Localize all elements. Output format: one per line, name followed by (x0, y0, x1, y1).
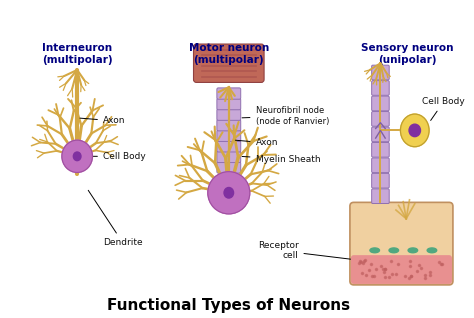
FancyBboxPatch shape (217, 151, 241, 162)
Text: Receptor
cell: Receptor cell (258, 241, 370, 261)
FancyBboxPatch shape (372, 81, 389, 95)
FancyBboxPatch shape (217, 109, 241, 120)
Ellipse shape (224, 188, 234, 198)
Text: Axon: Axon (236, 138, 278, 147)
Text: Axon: Axon (80, 116, 126, 125)
Text: Cell Body: Cell Body (91, 152, 146, 161)
FancyBboxPatch shape (217, 88, 241, 99)
Text: Interneuron
(multipolar): Interneuron (multipolar) (42, 43, 112, 65)
Ellipse shape (389, 248, 399, 253)
FancyBboxPatch shape (372, 158, 389, 173)
Text: Sensory neuron
(unipolar): Sensory neuron (unipolar) (361, 43, 454, 65)
FancyBboxPatch shape (217, 141, 241, 152)
Ellipse shape (409, 124, 420, 137)
FancyBboxPatch shape (372, 127, 389, 142)
Text: Neurofibril node
(node of Ranvier): Neurofibril node (node of Ranvier) (242, 106, 329, 126)
FancyBboxPatch shape (372, 142, 389, 157)
FancyBboxPatch shape (217, 120, 241, 131)
FancyBboxPatch shape (217, 130, 241, 142)
Ellipse shape (401, 114, 429, 147)
Ellipse shape (427, 248, 437, 253)
FancyBboxPatch shape (372, 173, 389, 188)
Ellipse shape (408, 248, 418, 253)
Text: Motor neuron
(multipolar): Motor neuron (multipolar) (189, 43, 269, 65)
Text: Cell Body: Cell Body (422, 97, 465, 121)
Text: Functional Types of Neurons: Functional Types of Neurons (107, 298, 350, 313)
FancyBboxPatch shape (351, 255, 452, 284)
Ellipse shape (73, 152, 81, 161)
FancyBboxPatch shape (372, 112, 389, 126)
Text: Myelin Sheath: Myelin Sheath (242, 155, 320, 164)
FancyBboxPatch shape (372, 96, 389, 111)
Text: Dendrite: Dendrite (88, 190, 143, 247)
Ellipse shape (370, 248, 380, 253)
FancyBboxPatch shape (217, 162, 241, 173)
Ellipse shape (208, 172, 250, 214)
FancyBboxPatch shape (372, 189, 389, 204)
FancyBboxPatch shape (217, 99, 241, 110)
FancyBboxPatch shape (193, 44, 264, 82)
FancyBboxPatch shape (372, 65, 389, 80)
FancyBboxPatch shape (350, 202, 453, 285)
Ellipse shape (62, 140, 92, 172)
